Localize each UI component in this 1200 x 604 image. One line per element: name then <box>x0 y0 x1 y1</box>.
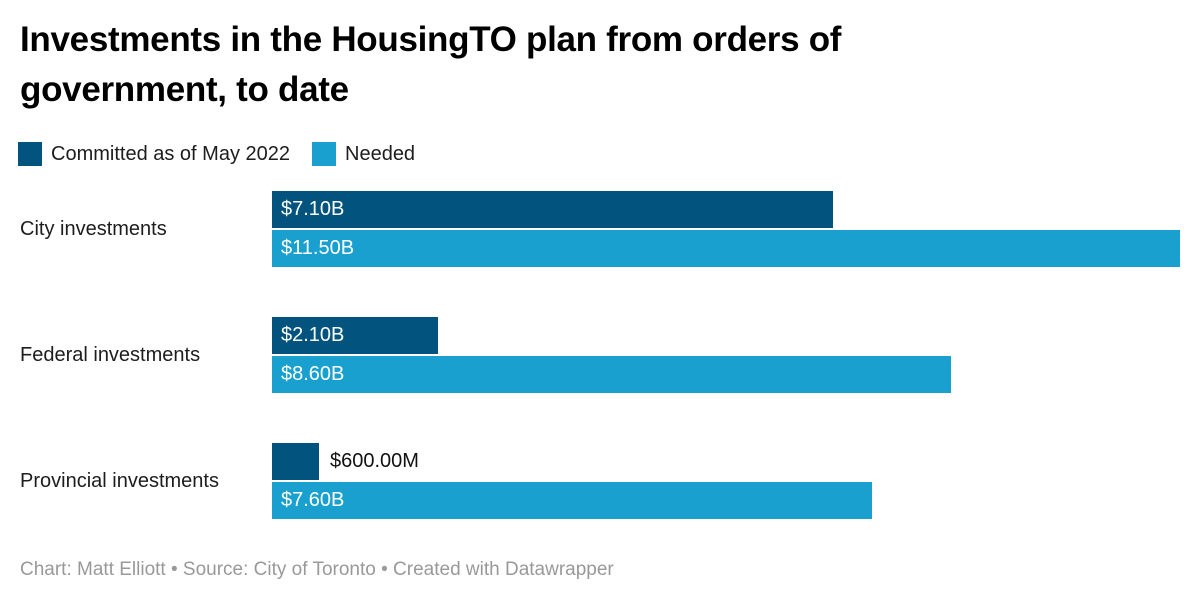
value-label-needed-provincial-investments: $7.60B <box>281 489 345 511</box>
bar-chart: City investments $7.10B $11.50B Federal inv… <box>0 191 1200 523</box>
legend: Committed as of May 2022 Needed <box>18 142 415 166</box>
value-label-committed-federal-investments: $2.10B <box>281 324 345 346</box>
bar-group-city-investments: City investments $7.10B $11.50B <box>0 191 1200 267</box>
category-label-provincial-investments: Provincial investments <box>20 470 219 492</box>
legend-swatch-committed-icon <box>18 142 42 166</box>
bar-committed-city-investments[interactable] <box>272 191 833 228</box>
bar-committed-federal-investments[interactable] <box>272 317 438 354</box>
bar-needed-provincial-investments[interactable] <box>272 482 872 519</box>
value-label-needed-federal-investments: $8.60B <box>281 363 345 385</box>
chart-title: Investments in the HousingTO plan from o… <box>20 20 842 109</box>
bar-group-provincial-investments: Provincial investments $600.00M $7.60B <box>0 443 1200 519</box>
bar-committed-provincial-investments[interactable] <box>272 443 319 480</box>
value-label-committed-provincial-investments: $600.00M <box>330 450 419 472</box>
category-label-city-investments: City investments <box>20 218 167 240</box>
legend-label-needed: Needed <box>345 143 416 165</box>
bar-needed-federal-investments[interactable] <box>272 356 951 393</box>
legend-swatch-needed-icon <box>312 142 336 166</box>
legend-label-committed: Committed as of May 2022 <box>51 143 290 165</box>
chart-footer: Chart: Matt Elliott • Source: City of To… <box>20 559 614 580</box>
value-label-committed-city-investments: $7.10B <box>281 198 345 220</box>
legend-item-needed[interactable]: Needed <box>312 142 415 166</box>
legend-item-committed[interactable]: Committed as of May 2022 <box>18 142 290 166</box>
category-label-federal-investments: Federal investments <box>20 344 201 366</box>
value-label-needed-city-investments: $11.50B <box>281 237 355 259</box>
bar-needed-city-investments[interactable] <box>272 230 1180 267</box>
bar-group-federal-investments: Federal investments $2.10B $8.60B <box>0 317 1200 393</box>
